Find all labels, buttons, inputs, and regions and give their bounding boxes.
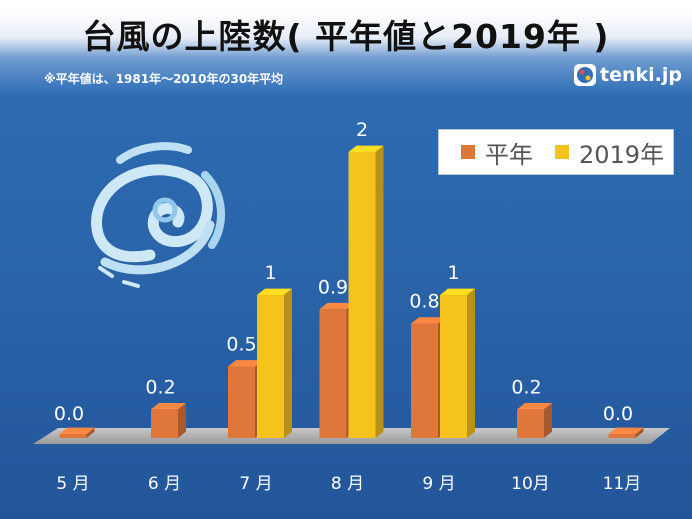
value-label-normal-4: 0.8 bbox=[409, 291, 439, 313]
tenki-logo-icon bbox=[574, 64, 596, 86]
bar-normal-5 bbox=[517, 403, 552, 438]
chart-title: 台風の上陸数( 平年値と2019年 ) bbox=[82, 17, 610, 56]
tenki-logo: tenki.jp bbox=[574, 62, 682, 88]
value-label-normal-6: 0.0 bbox=[603, 403, 633, 425]
value-label-2019-2: 1 bbox=[264, 262, 276, 284]
chart-legend: 平年 2019年 bbox=[438, 129, 674, 175]
category-label-3: 8 月 bbox=[331, 474, 364, 494]
legend-swatch-normal bbox=[461, 145, 475, 159]
category-label-6: 11月 bbox=[603, 474, 642, 494]
bar-normal-0 bbox=[59, 427, 95, 438]
legend-item-2019: 2019年 bbox=[555, 135, 664, 170]
value-label-2019-3: 2 bbox=[356, 119, 368, 141]
legend-item-normal: 平年 bbox=[461, 135, 533, 170]
category-label-4: 9 月 bbox=[422, 474, 455, 494]
tenki-logo-text: tenki.jp bbox=[600, 64, 682, 86]
legend-swatch-2019 bbox=[555, 145, 569, 159]
chart-note: ※平年値は、1981年～2010年の30年平均 bbox=[44, 72, 284, 86]
category-label-0: 5 月 bbox=[56, 474, 89, 494]
value-label-normal-3: 0.9 bbox=[318, 276, 348, 298]
category-label-5: 10月 bbox=[511, 474, 550, 494]
value-label-2019-4: 1 bbox=[447, 262, 459, 284]
value-label-normal-2: 0.5 bbox=[226, 334, 256, 356]
bar-normal-6 bbox=[608, 427, 644, 438]
value-label-normal-0: 0.0 bbox=[54, 403, 84, 425]
bar-2019-2 bbox=[257, 288, 292, 438]
legend-label-2019: 2019年 bbox=[579, 140, 665, 169]
bar-normal-1 bbox=[151, 403, 186, 438]
category-label-2: 7 月 bbox=[239, 474, 272, 494]
bar-2019-3 bbox=[348, 145, 384, 438]
bar-2019-4 bbox=[440, 288, 475, 438]
value-label-normal-1: 0.2 bbox=[145, 376, 175, 398]
legend-label-normal: 平年 bbox=[485, 140, 533, 169]
typhoon-icon bbox=[91, 142, 225, 288]
value-label-normal-5: 0.2 bbox=[511, 376, 541, 398]
category-label-1: 6 月 bbox=[148, 474, 181, 494]
